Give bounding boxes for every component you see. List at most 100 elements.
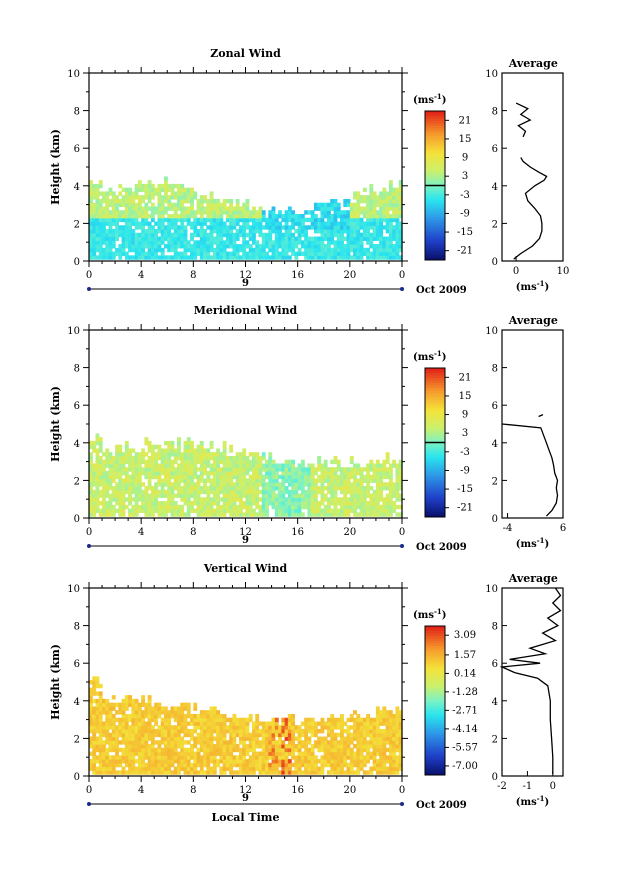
heatmap-cell — [369, 251, 374, 256]
heatmap-cell — [398, 474, 403, 480]
heatmap-cell — [131, 744, 136, 749]
heatmap-cell — [102, 251, 106, 256]
heatmap-cell — [177, 471, 181, 476]
heatmap-cell — [392, 759, 397, 764]
heatmap-cell — [255, 244, 260, 249]
heatmap-cell — [297, 751, 302, 756]
heatmap-cell — [362, 229, 367, 234]
heatmap-cell — [248, 489, 253, 495]
heatmap-cell — [219, 512, 224, 517]
heatmap-cell — [278, 225, 282, 230]
heatmap-cell — [144, 736, 149, 741]
heatmap-cell — [203, 721, 207, 726]
heatmap-cell — [216, 217, 221, 223]
heatmap-cell — [134, 247, 139, 253]
heatmap-cell — [154, 236, 159, 241]
heatmap-cell — [304, 717, 309, 723]
heatmap-cell — [287, 478, 292, 483]
colorbar-tick-label: 0.14 — [454, 668, 476, 679]
heatmap-cell — [121, 478, 126, 483]
heatmap-cell — [379, 721, 384, 726]
heatmap-cell — [369, 512, 374, 517]
heatmap-cell — [183, 770, 188, 775]
heatmap-cell — [144, 740, 149, 745]
heatmap-cell — [278, 747, 282, 753]
heatmap-cell — [395, 736, 400, 741]
heatmap-cell — [366, 713, 370, 719]
heatmap-cell — [327, 770, 331, 775]
heatmap-cell — [206, 729, 211, 734]
heatmap-cell — [163, 493, 168, 498]
heatmap-cell — [375, 729, 380, 734]
colorbar-segment — [425, 118, 445, 122]
heatmap-cell — [353, 482, 357, 487]
heatmap-cell — [167, 187, 172, 193]
heatmap-cell — [105, 501, 110, 506]
heatmap-cell — [278, 236, 282, 241]
heatmap-cell — [186, 195, 191, 200]
heatmap-cell — [216, 493, 221, 498]
heatmap-cell — [167, 493, 172, 498]
heatmap-cell — [340, 467, 344, 472]
heatmap-cell — [379, 232, 384, 238]
heatmap-cell — [203, 452, 207, 457]
heatmap-cell — [320, 508, 325, 513]
heatmap-cell — [137, 710, 142, 715]
profile-y-tick-label: 10 — [485, 69, 498, 80]
heatmap-cell — [291, 721, 296, 726]
heatmap-cell — [147, 744, 152, 749]
heatmap-cell — [307, 225, 312, 230]
heatmap-cell — [242, 755, 247, 760]
colorbar-segment — [425, 683, 445, 687]
heatmap-cell — [203, 504, 207, 510]
heatmap-cell — [287, 463, 292, 468]
heatmap-cell — [150, 452, 155, 457]
heatmap-cell — [160, 202, 165, 208]
heatmap-cell — [340, 497, 344, 502]
heatmap-cell — [238, 504, 243, 510]
heatmap-cell — [222, 489, 227, 495]
heatmap-cell — [307, 729, 312, 734]
heatmap-cell — [137, 251, 142, 256]
heatmap-cell — [392, 482, 397, 487]
heatmap-cell — [382, 740, 387, 745]
heatmap-cell — [388, 501, 393, 506]
heatmap-cell — [157, 202, 162, 208]
colorbar-segment — [425, 658, 445, 662]
heatmap-cell — [203, 244, 207, 249]
heatmap-cell — [395, 474, 400, 480]
heatmap-cell — [167, 721, 172, 726]
heatmap-cell — [310, 471, 315, 476]
heatmap-cell — [144, 437, 149, 442]
heatmap-cell — [128, 214, 132, 219]
heatmap-cell — [382, 736, 387, 741]
heatmap-cell — [124, 717, 129, 723]
heatmap-cell — [307, 478, 312, 483]
heatmap-cell — [108, 762, 113, 768]
heatmap-cell — [128, 198, 132, 204]
heatmap-cell — [154, 717, 159, 723]
heatmap-cell — [225, 236, 230, 241]
heatmap-cell — [284, 210, 289, 215]
heatmap-cell — [379, 191, 384, 196]
profile-y-tick-label: 0 — [492, 514, 498, 525]
heatmap-cell — [102, 232, 106, 238]
heatmap-cell — [124, 471, 129, 476]
heatmap-cell — [375, 717, 380, 723]
colorbar-segment — [425, 467, 445, 471]
heatmap-cell — [206, 471, 211, 476]
heatmap-cell — [388, 725, 393, 730]
heatmap-cell — [150, 508, 155, 513]
heatmap-cell — [398, 221, 403, 226]
heatmap-cell — [180, 508, 185, 513]
heatmap-cell — [304, 504, 309, 510]
heatmap-cell — [304, 210, 309, 215]
heatmap-cell — [261, 247, 266, 253]
heatmap-cell — [89, 744, 93, 749]
heatmap-cell — [222, 747, 227, 753]
heatmap-cell — [196, 717, 201, 723]
heatmap-cell — [203, 486, 207, 491]
heatmap-cell — [141, 695, 146, 700]
heatmap-cell — [229, 489, 234, 495]
heatmap-cell — [362, 198, 367, 204]
